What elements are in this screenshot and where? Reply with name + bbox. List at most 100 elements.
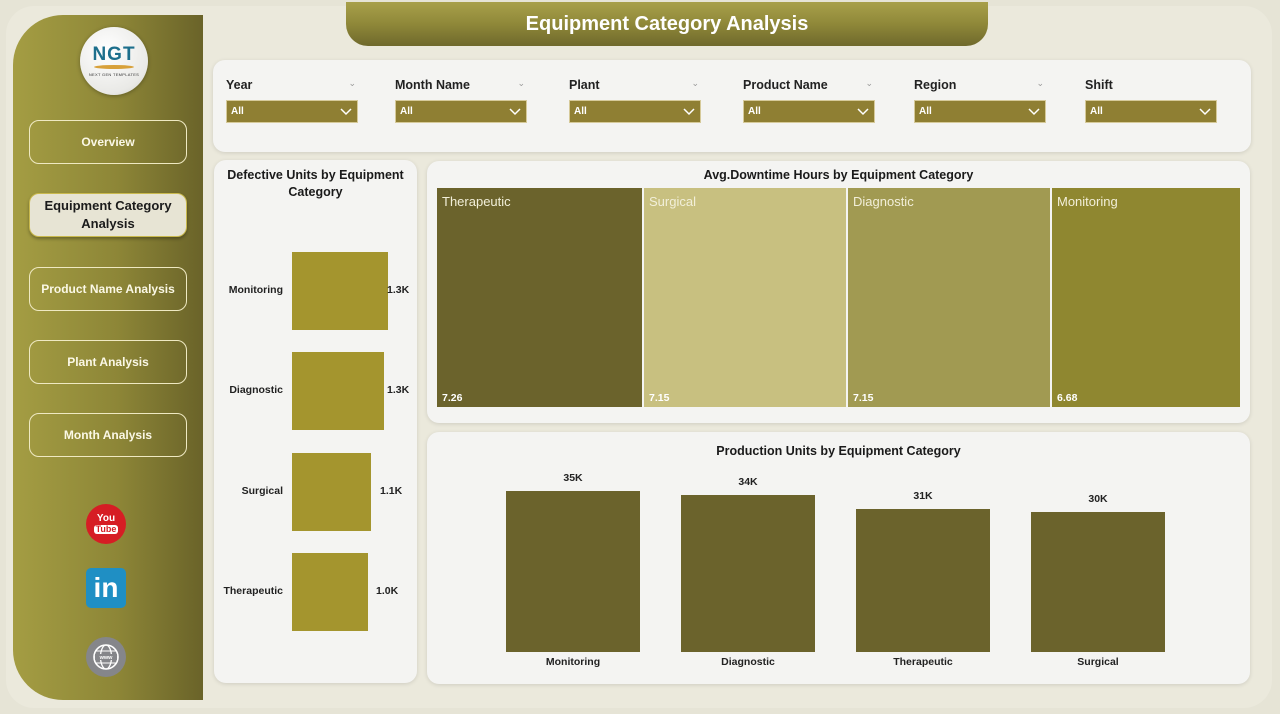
bar-category: Diagnostic [229, 384, 283, 396]
bar-category: Surgical [241, 485, 283, 497]
bar-row: Monitoring 1.3K [214, 252, 417, 330]
defective-units-chart: Defective Units by Equipment Category Mo… [214, 160, 417, 683]
filter-plant: Plant ⌄ All [569, 76, 701, 123]
filter-month-name: Month Name ⌄ All [395, 76, 527, 123]
region-select[interactable]: All [914, 100, 1046, 123]
bar-value: 1.0K [376, 585, 399, 597]
bar[interactable] [506, 491, 640, 652]
page-title: Equipment Category Analysis [346, 2, 988, 46]
linkedin-icon[interactable]: in [86, 568, 126, 608]
website-icon[interactable]: www [86, 637, 126, 677]
bar-value: 1.3K [387, 384, 410, 396]
chevron-down-icon [340, 107, 352, 115]
filter-value: All [231, 106, 244, 117]
bar-value: 30K [1088, 493, 1108, 505]
sidebar-item-month-analysis[interactable]: Month Analysis [29, 413, 187, 457]
filter-region: Region ⌄ All [914, 76, 1046, 123]
chart-title: Production Units by Equipment Category [716, 444, 961, 458]
tile-value: 7.15 [853, 392, 874, 404]
svg-text:www: www [99, 655, 114, 661]
bar-value: 1.1K [380, 485, 403, 497]
chevron-down-icon[interactable]: ⌄ [865, 78, 873, 88]
bar-value: 31K [913, 490, 933, 502]
filter-value: All [574, 106, 587, 117]
bar-category: Therapeutic [893, 656, 953, 668]
logo: NGT NEXT GEN TEMPLATES [80, 27, 148, 95]
bar-value: 34K [738, 476, 758, 488]
bar-column: 30K Surgical [1031, 432, 1165, 684]
treemap-tile[interactable]: Therapeutic 7.26 [437, 188, 642, 407]
avg-downtime-treemap: Avg.Downtime Hours by Equipment Category… [427, 161, 1250, 423]
tile-category: Diagnostic [853, 194, 914, 209]
filter-label: Shift [1085, 78, 1113, 92]
tile-category: Surgical [649, 194, 696, 209]
filter-label: Year [226, 78, 253, 92]
tile-category: Therapeutic [442, 194, 511, 209]
filter-value: All [919, 106, 932, 117]
sidebar-item-equipment-category-analysis[interactable]: Equipment Category Analysis [29, 193, 187, 237]
tile-value: 7.26 [442, 392, 463, 404]
chevron-down-icon[interactable]: ⌄ [517, 78, 525, 88]
linkedin-icon-text: in [93, 572, 119, 603]
bar-value: 35K [563, 472, 583, 484]
filter-label: Plant [569, 78, 600, 92]
bar[interactable] [681, 495, 815, 652]
bar[interactable] [856, 509, 990, 652]
filter-year: Year ⌄ All [226, 76, 358, 123]
filter-product-name: Product Name ⌄ All [743, 76, 875, 123]
filter-value: All [1090, 106, 1103, 117]
bar[interactable] [292, 553, 368, 631]
sidebar-item-plant-analysis[interactable]: Plant Analysis [29, 340, 187, 384]
treemap-tile[interactable]: Diagnostic 7.15 [848, 188, 1050, 407]
youtube-icon[interactable]: You Tube [86, 504, 126, 544]
plant-select[interactable]: All [569, 100, 701, 123]
tile-value: 7.15 [649, 392, 670, 404]
chevron-down-icon[interactable]: ⌄ [348, 78, 356, 88]
product-name-select[interactable]: All [743, 100, 875, 123]
sidebar: NGT NEXT GEN TEMPLATES [13, 15, 203, 700]
bar-column: 35K Monitoring [506, 432, 640, 684]
chevron-down-icon [857, 107, 869, 115]
globe-icon: www [93, 644, 119, 670]
filter-label: Month Name [395, 78, 470, 92]
bar-value: 1.3K [387, 284, 410, 296]
sidebar-item-product-name-analysis[interactable]: Product Name Analysis [29, 267, 187, 311]
chevron-down-icon [1199, 107, 1211, 115]
month-name-select[interactable]: All [395, 100, 527, 123]
chevron-down-icon[interactable]: ⌄ [1036, 78, 1044, 88]
bar[interactable] [292, 453, 371, 531]
filter-panel: Year ⌄ All Month Name ⌄ All Plant ⌄ All … [213, 60, 1251, 152]
shift-select[interactable]: All [1085, 100, 1217, 123]
treemap-tile[interactable]: Surgical 7.15 [644, 188, 846, 407]
chevron-down-icon [683, 107, 695, 115]
year-select[interactable]: All [226, 100, 358, 123]
filter-value: All [748, 106, 761, 117]
chevron-down-icon[interactable]: ⌄ [691, 78, 699, 88]
bar[interactable] [292, 252, 388, 330]
bar-column: 34K Diagnostic [681, 432, 815, 684]
bar-category: Surgical [1077, 656, 1119, 668]
bar-category: Monitoring [228, 284, 283, 296]
filter-label: Region [914, 78, 957, 92]
logo-text: NGT [92, 44, 136, 65]
bar-category: Therapeutic [223, 585, 283, 597]
filter-shift: Shift All [1085, 76, 1217, 123]
production-units-chart: Production Units by Equipment Category 3… [427, 432, 1250, 684]
logo-subtitle: NEXT GEN TEMPLATES [88, 72, 140, 77]
bar-column: 31K Therapeutic [856, 432, 990, 684]
filter-value: All [400, 106, 413, 117]
logo-swoosh-icon [94, 65, 134, 69]
bar[interactable] [1031, 512, 1165, 652]
bar-row: Surgical 1.1K [214, 453, 417, 531]
chevron-down-icon [1028, 107, 1040, 115]
bar[interactable] [292, 352, 384, 430]
youtube-icon-top: You [96, 513, 116, 525]
bar-category: Diagnostic [721, 656, 775, 668]
treemap-tile[interactable]: Monitoring 6.68 [1052, 188, 1240, 407]
bar-category: Monitoring [545, 656, 601, 668]
bar-row: Therapeutic 1.0K [214, 553, 417, 631]
chart-title: Defective Units by Equipment Category [227, 168, 404, 199]
sidebar-item-overview[interactable]: Overview [29, 120, 187, 164]
tile-value: 6.68 [1057, 392, 1078, 404]
tile-category: Monitoring [1057, 194, 1118, 209]
